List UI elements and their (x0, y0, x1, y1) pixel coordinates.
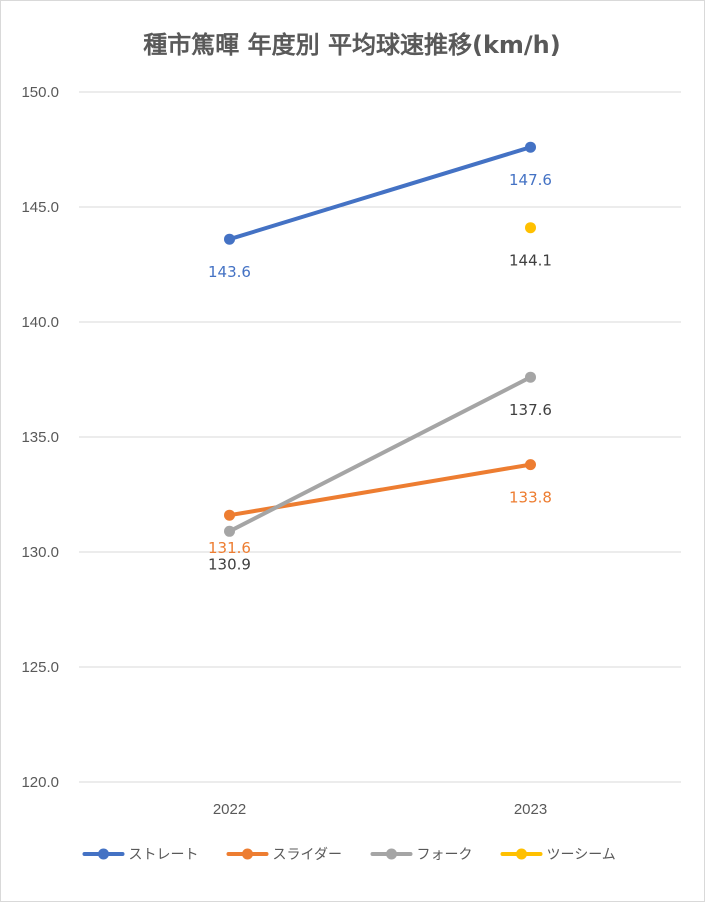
legend-entry: スライダー (273, 847, 342, 863)
data-point (224, 509, 235, 521)
y-tick-label: 150.0 (21, 84, 59, 101)
legend-swatch-marker (516, 848, 527, 860)
legend-swatch-marker (98, 848, 109, 860)
y-tick-label: 145.0 (21, 199, 59, 216)
legend: ストレート スライダー フォーク ツーシーム (82, 847, 616, 863)
gridlines (79, 91, 681, 783)
series-line (227, 145, 533, 242)
legend-swatch-marker (386, 848, 397, 860)
series-lines (224, 141, 536, 537)
data-label: 137.6 (509, 401, 552, 419)
data-label: 144.1 (509, 252, 552, 270)
data-point (525, 141, 536, 153)
legend-swatch-marker (242, 848, 253, 860)
data-label: 130.9 (208, 555, 251, 573)
axis-labels: 120.0 125.0 130.0 135.0 140.0 145.0 150.0 2022 2… (21, 84, 547, 818)
x-tick-label: 2023 (514, 801, 547, 818)
data-point (525, 222, 536, 234)
y-tick-label: 140.0 (21, 314, 59, 331)
data-point (525, 459, 536, 471)
legend-entry: フォーク (417, 847, 473, 863)
data-label: 133.8 (509, 489, 552, 507)
series-line (227, 375, 533, 534)
y-tick-label: 120.0 (21, 774, 59, 791)
data-label: 143.6 (208, 263, 251, 281)
x-tick-label: 2022 (213, 801, 246, 818)
chart-title: 種市篤暉 年度別 平均球速推移(km/h) (143, 31, 560, 59)
y-tick-label: 130.0 (21, 544, 59, 561)
data-label: 131.6 (208, 539, 251, 557)
data-label: 147.6 (509, 171, 552, 189)
data-labels: 143.6 147.6 131.6 133.8 130.9 137.6 144.1 (208, 171, 552, 573)
data-point (525, 371, 536, 383)
data-point (224, 525, 235, 537)
data-point (224, 233, 235, 245)
legend-entry: ストレート (129, 847, 199, 863)
legend-entry: ツーシーム (547, 847, 616, 863)
y-tick-label: 135.0 (21, 429, 59, 446)
y-tick-label: 125.0 (21, 659, 59, 676)
